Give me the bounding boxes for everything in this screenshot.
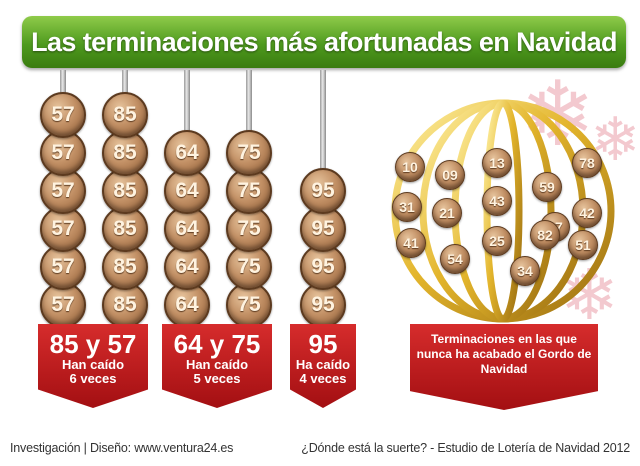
never-number-ball: 25	[482, 226, 512, 256]
never-number-ball: 59	[532, 172, 562, 202]
group-numbers: 64 y 75	[173, 329, 261, 359]
group-label-1: 85 y 57 Han caído 6 veces	[38, 324, 148, 408]
never-number-ball: 54	[440, 244, 470, 274]
never-number-ball: 82	[530, 220, 560, 250]
group-label-2: 64 y 75 Han caído 5 veces	[162, 324, 272, 408]
number-ball: 95	[300, 168, 346, 214]
footer-study: ¿Dónde está la suerte? - Estudio de Lote…	[301, 441, 630, 455]
group-line1: Han caído	[185, 357, 249, 372]
group-line2: 5 veces	[193, 371, 241, 386]
never-number-ball: 13	[482, 148, 512, 178]
never-number-ball: 42	[572, 198, 602, 228]
never-number-ball: 09	[435, 160, 465, 190]
title-banner: Las terminaciones más afortunadas en Nav…	[22, 16, 626, 68]
group-numbers: 85 y 57	[49, 329, 137, 359]
never-number-ball: 21	[432, 198, 462, 228]
number-ball: 85	[102, 92, 148, 138]
never-number-ball: 41	[396, 228, 426, 258]
number-ball: 64	[164, 244, 210, 290]
abacus-rod	[246, 70, 252, 140]
never-label: Terminaciones en las que nunca ha acabad…	[410, 324, 598, 410]
number-ball: 75	[226, 130, 272, 176]
group-numbers: 95	[308, 329, 338, 359]
group-line1: Han caído	[61, 357, 125, 372]
number-ball: 57	[40, 92, 86, 138]
footer-credits: Investigación | Diseño: www.ventura24.es	[10, 441, 234, 455]
number-ball: 85	[102, 244, 148, 290]
never-number-ball: 43	[482, 186, 512, 216]
never-number-ball: 34	[510, 256, 540, 286]
number-ball: 85	[102, 130, 148, 176]
never-number-ball: 31	[392, 192, 422, 222]
never-label-text: Terminaciones en las que nunca ha acabad…	[416, 332, 592, 376]
group-line2: 4 veces	[299, 371, 347, 386]
number-ball: 64	[164, 130, 210, 176]
never-number-ball: 78	[572, 148, 602, 178]
abacus-rod	[184, 70, 190, 140]
abacus-rod	[60, 70, 66, 102]
never-number-ball: 10	[395, 152, 425, 182]
abacus-rod	[122, 70, 128, 102]
group-line2: 6 veces	[69, 371, 117, 386]
group-line1: Ha caído	[295, 357, 351, 372]
page-title: Las terminaciones más afortunadas en Nav…	[31, 26, 617, 57]
number-ball: 95	[300, 244, 346, 290]
group-label-3: 95 Ha caído 4 veces	[290, 324, 356, 408]
never-number-ball: 51	[568, 230, 598, 260]
abacus-rod	[320, 70, 326, 178]
